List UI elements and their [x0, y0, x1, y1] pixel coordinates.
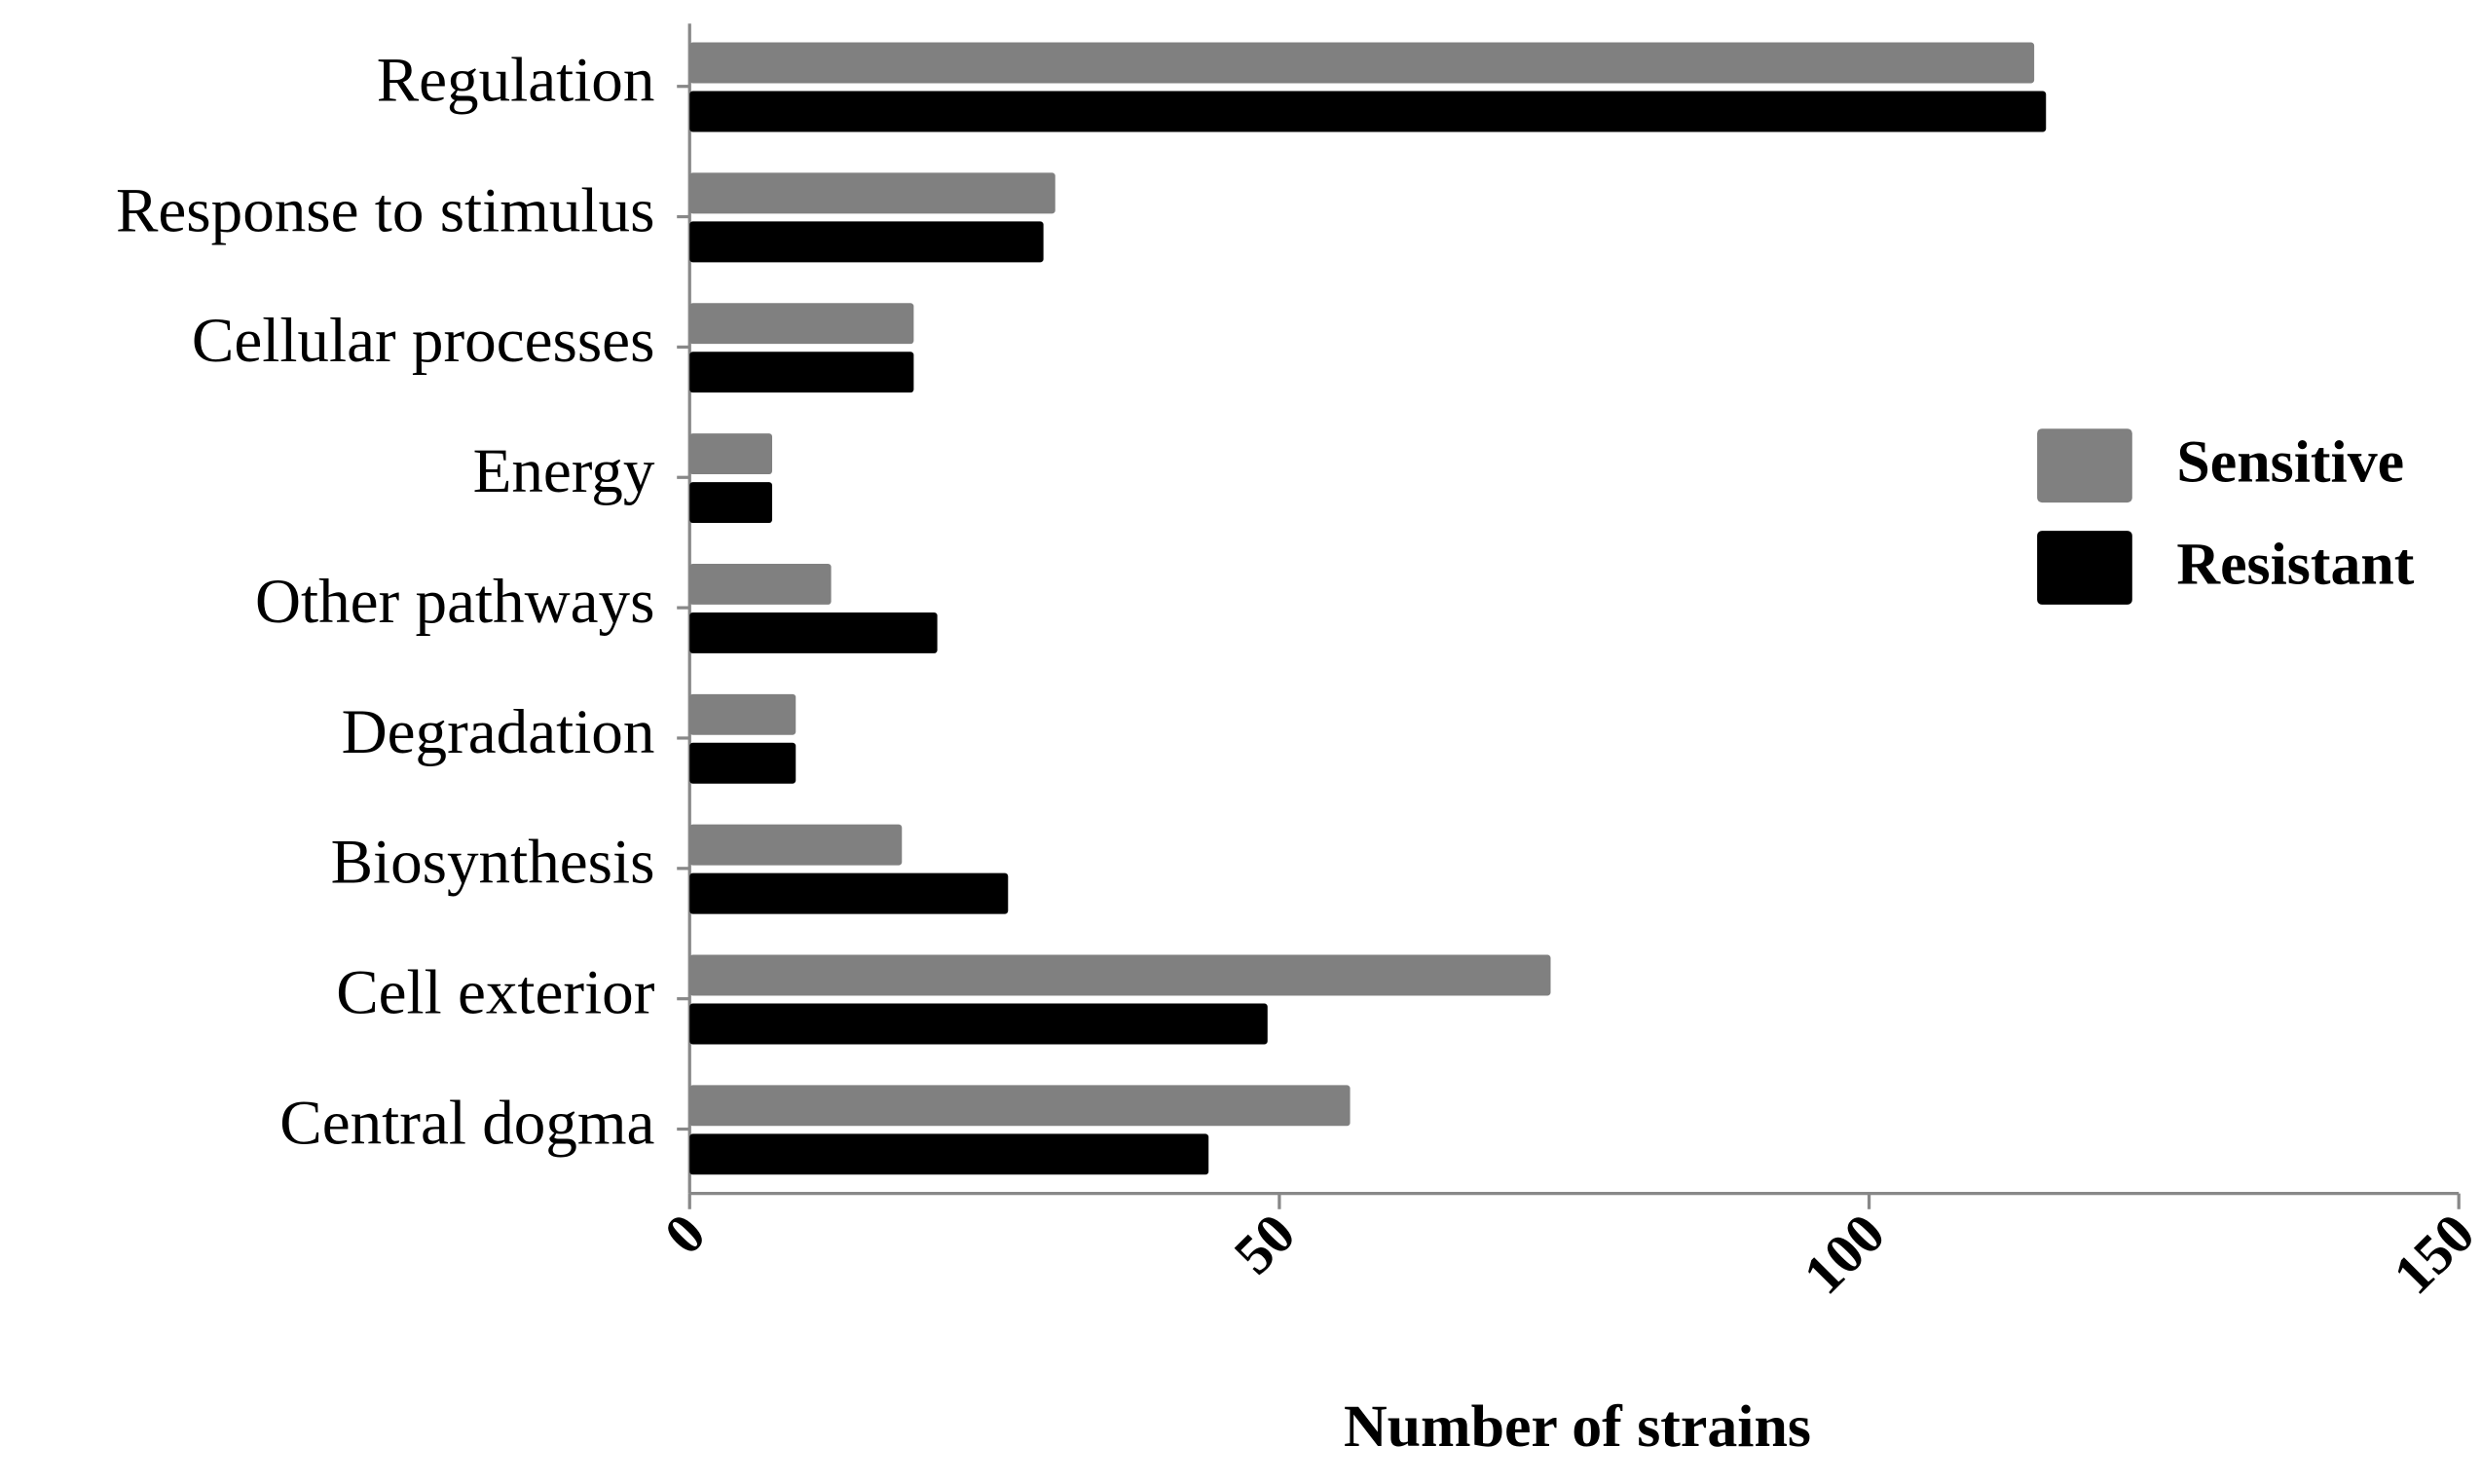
bar [689, 954, 1551, 996]
y-tick-label: Response to stimulus [116, 176, 654, 246]
bar [689, 172, 1055, 214]
bar [689, 433, 773, 475]
bar [689, 221, 1044, 263]
y-tick-label: Cell exterior [336, 958, 655, 1028]
y-tick-label: Energy [473, 436, 655, 506]
bar [689, 1003, 1268, 1045]
legend-swatch [2037, 531, 2132, 605]
bar [689, 563, 832, 605]
bar [689, 42, 2035, 84]
y-tick-label: Cellular processes [192, 306, 654, 376]
legend-swatch [2037, 428, 2132, 503]
x-tick-label: 150 [2381, 1202, 2481, 1306]
bar [689, 872, 1009, 914]
bar [689, 1085, 1351, 1127]
bar [689, 693, 796, 735]
y-tick-label: Degradation [342, 697, 655, 767]
x-tick-label: 50 [1222, 1202, 1308, 1286]
bar [689, 612, 938, 653]
bar [689, 1133, 1209, 1175]
x-axis-label: Number of strains [1344, 1393, 1811, 1460]
bar [689, 482, 773, 524]
y-tick-label: Biosynthesis [331, 828, 655, 898]
legend-label: Sensitive [2176, 429, 2404, 496]
legend-label: Resistant [2176, 532, 2414, 598]
y-tick-label: Other pathways [255, 567, 654, 637]
bar [689, 352, 914, 393]
y-tick-label: Regulation [377, 46, 655, 116]
bar [689, 742, 796, 784]
x-tick-label: 0 [652, 1202, 718, 1266]
bar [689, 91, 2047, 132]
y-tick-label: Central dogma [279, 1089, 654, 1159]
bar [689, 303, 914, 345]
x-tick-label: 100 [1792, 1202, 1897, 1306]
bar [689, 824, 903, 866]
